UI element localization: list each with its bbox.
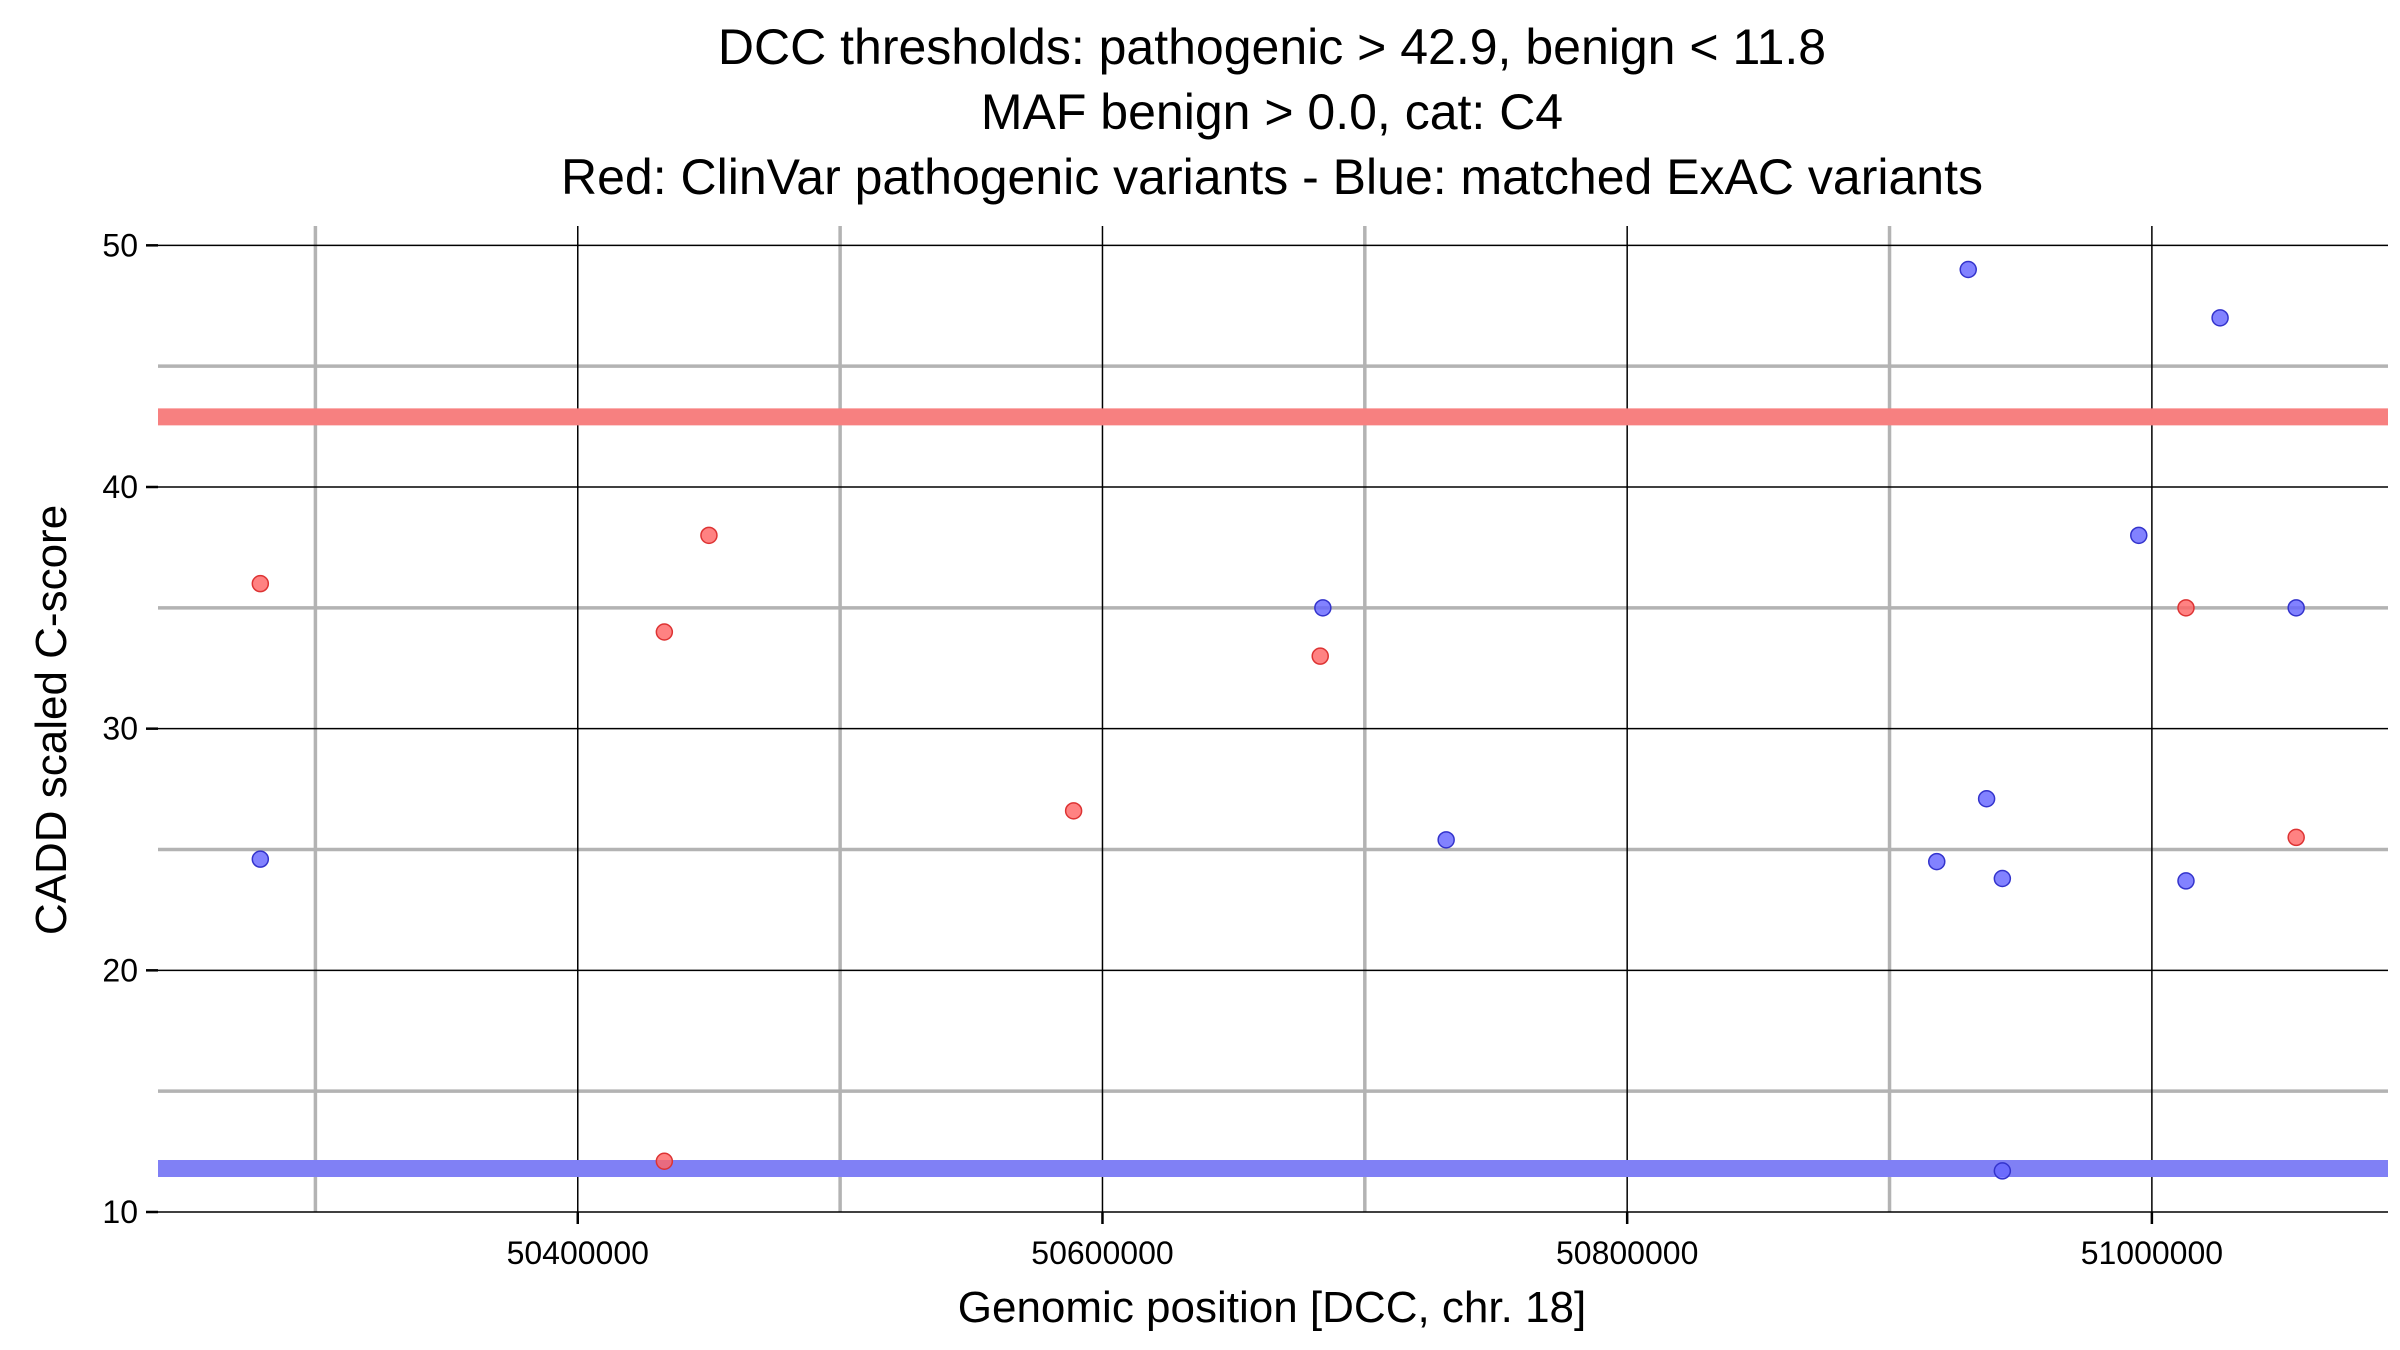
title-line-3: Red: ClinVar pathogenic variants - Blue:… — [561, 149, 1983, 205]
data-points — [251, 260, 2305, 1180]
exac-point — [1993, 1162, 2012, 1180]
exac-point — [2287, 599, 2305, 617]
y-tick-label: 50 — [102, 227, 138, 263]
clinvar-point — [2177, 599, 2195, 617]
exac-point — [1437, 831, 1455, 849]
clinvar-point — [655, 1152, 674, 1170]
exac-point — [1993, 869, 2012, 888]
clinvar-point — [1064, 802, 1083, 820]
x-axis-label: Genomic position [DCC, chr. 18] — [958, 1283, 1586, 1332]
x-axis: 50400000 50600000 50800000 51000000 — [507, 1212, 2223, 1271]
exac-point — [1928, 852, 1946, 871]
minor-grid — [158, 226, 2388, 1212]
clinvar-point — [1311, 647, 1329, 665]
clinvar-point — [655, 623, 674, 641]
exac-point — [1959, 260, 1977, 279]
clinvar-point — [251, 574, 270, 593]
exac-point — [2211, 309, 2229, 327]
exac-point — [1314, 599, 1332, 617]
clinvar-point — [2287, 828, 2305, 847]
x-tick-label: 50800000 — [1556, 1235, 1698, 1271]
x-tick-label: 51000000 — [2081, 1235, 2223, 1271]
y-tick-label: 20 — [102, 952, 138, 988]
x-tick-label: 50600000 — [1031, 1235, 1173, 1271]
threshold-lines — [158, 408, 2388, 1177]
chart-title: DCC thresholds: pathogenic > 42.9, benig… — [561, 19, 1983, 205]
title-line-2: MAF benign > 0.0, cat: C4 — [981, 84, 1563, 140]
y-tick-label: 40 — [102, 469, 138, 505]
exac-point — [251, 850, 270, 868]
y-tick-label: 10 — [102, 1194, 138, 1230]
exac-point — [1977, 790, 1996, 808]
y-axis-label: CADD scaled C-score — [27, 505, 76, 935]
x-tick-label: 50400000 — [507, 1235, 649, 1271]
title-line-1: DCC thresholds: pathogenic > 42.9, benig… — [718, 19, 1826, 75]
exac-point — [2130, 526, 2148, 545]
exac-point — [2177, 872, 2195, 890]
major-grid — [158, 226, 2388, 1213]
y-axis: 10 20 30 40 50 — [102, 227, 158, 1230]
clinvar-point — [700, 526, 718, 545]
y-tick-label: 30 — [102, 711, 138, 747]
